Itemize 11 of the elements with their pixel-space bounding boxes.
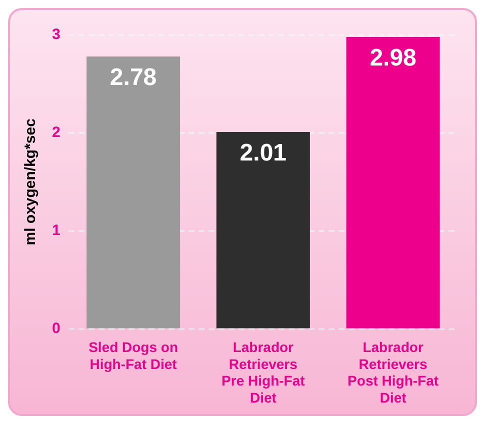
x-tick-label: Labrador Retrievers Pre High-Fat Diet	[222, 339, 306, 406]
x-tick-label: Labrador Retrievers Post High-Fat Diet	[348, 339, 439, 406]
data-label: 2.01	[240, 140, 287, 167]
y-tick-label: 3	[52, 26, 60, 44]
x-tick-label: Sled Dogs on High-Fat Diet	[88, 339, 178, 372]
y-tick-label: 1	[52, 222, 60, 240]
y-tick-label: 2	[52, 124, 60, 142]
y-axis-title: ml oxygen/kg*sec	[22, 118, 40, 246]
data-label: 2.78	[110, 64, 157, 92]
y-tick-label: 0	[52, 320, 60, 337]
data-label: 2.98	[370, 44, 416, 72]
